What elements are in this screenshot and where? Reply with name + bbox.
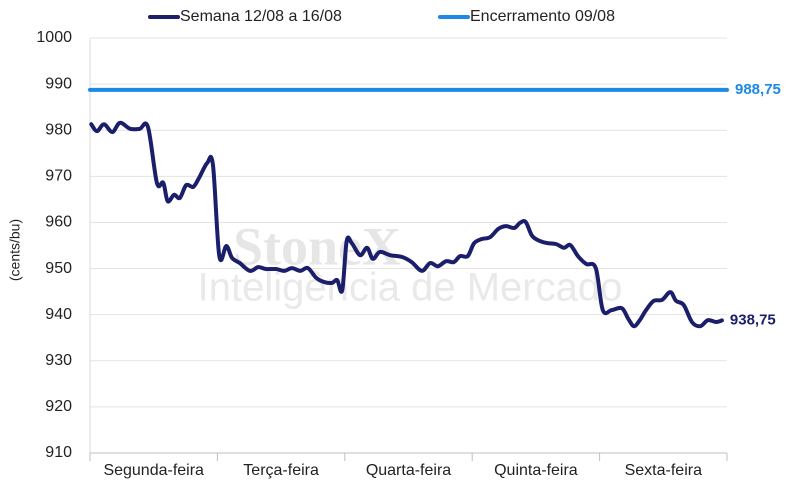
watermark: Inteligência de Mercado <box>198 266 623 310</box>
y-tick-label: 920 <box>45 398 72 415</box>
value-label: 988,75 <box>735 81 781 98</box>
legend-label: Semana 12/08 a 16/08 <box>180 8 342 25</box>
y-tick-label: 950 <box>45 260 72 277</box>
y-tick-label: 910 <box>45 444 72 461</box>
x-tick-label: Segunda-feira <box>103 462 204 479</box>
x-tick-label: Terça-feira <box>243 462 319 479</box>
value-label: 938,75 <box>730 311 776 328</box>
y-tick-label: 970 <box>45 168 72 185</box>
legend-label: Encerramento 09/08 <box>470 8 615 25</box>
x-tick-label: Sexta-feira <box>625 462 702 479</box>
y-tick-label: 980 <box>45 121 72 138</box>
y-tick-label: 960 <box>45 214 72 231</box>
x-tick-label: Quinta-feira <box>494 462 578 479</box>
x-tick-label: Quarta-feira <box>366 462 451 479</box>
series-line <box>89 120 724 329</box>
y-tick-label: 930 <box>45 352 72 369</box>
y-tick-label: 1000 <box>36 29 72 46</box>
y-tick-label: 990 <box>45 75 72 92</box>
y-axis-label: (cents/bu) <box>7 219 23 281</box>
y-tick-label: 940 <box>45 306 72 323</box>
